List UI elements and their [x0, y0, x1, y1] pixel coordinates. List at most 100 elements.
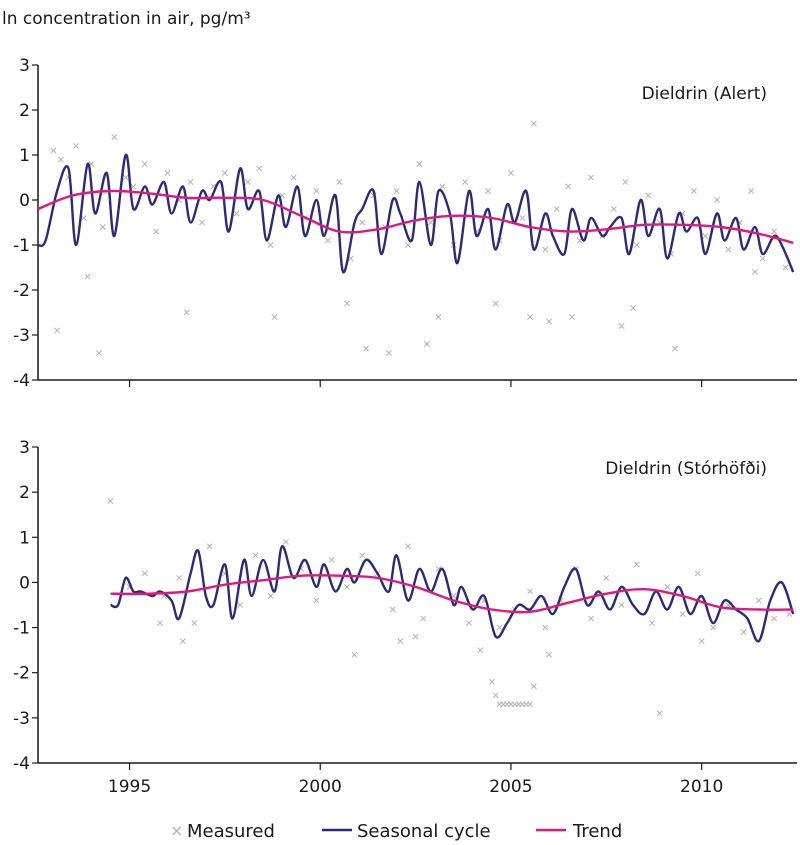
- measured-point-stroke: [130, 183, 137, 190]
- measured-point-stroke: [439, 183, 446, 190]
- measured-point-stroke: [363, 345, 369, 352]
- measured-point-stroke: [206, 543, 213, 550]
- measured-point: [492, 692, 499, 699]
- measured-point: [477, 647, 484, 654]
- x-axis-tick-labels: 1995 2000 2005 2010: [108, 777, 723, 797]
- measured-point: [256, 165, 263, 172]
- measured-point-stroke: [553, 206, 560, 212]
- measured-point: [694, 570, 701, 577]
- measured-point: [702, 233, 709, 239]
- measured-point: [603, 574, 610, 581]
- measured-point: [99, 224, 106, 230]
- measured-point-stroke: [210, 183, 217, 190]
- measured-point-stroke: [420, 615, 427, 622]
- measured-point-stroke: [267, 242, 274, 248]
- measured-point: [527, 314, 533, 320]
- y-tick-label: 1: [19, 528, 30, 548]
- measured-point: [267, 593, 274, 599]
- measured-point: [54, 327, 61, 334]
- measured-point: [416, 161, 423, 167]
- measured-point: [664, 583, 671, 590]
- measured-point-stroke: [99, 224, 106, 230]
- measured-point-stroke: [343, 300, 350, 307]
- measured-point-stroke: [633, 561, 640, 568]
- measured-point: [492, 300, 499, 307]
- measured-point-stroke: [588, 174, 594, 181]
- measured-point: [282, 538, 289, 545]
- measured-point-stroke: [54, 327, 61, 334]
- measured-point: [363, 345, 369, 352]
- panel-storhofdi: Dieldrin (Stórhöfði) 3 2 1 0 -1 -2 -3 -4: [13, 438, 797, 774]
- measured-point-stroke: [412, 633, 419, 640]
- measured-point-stroke: [435, 565, 442, 572]
- measured-point-stroke: [671, 345, 678, 352]
- measured-point: [405, 543, 411, 550]
- measured-point-stroke: [477, 647, 484, 654]
- measured-point-stroke: [141, 161, 148, 167]
- measured-point-stroke: [111, 134, 118, 140]
- measured-point-stroke: [588, 615, 594, 622]
- measured-point-stroke: [267, 593, 274, 599]
- measured-point: [530, 120, 537, 127]
- measured-point-stroke: [343, 583, 350, 590]
- measured-point-stroke: [527, 588, 533, 595]
- measured-point-stroke: [237, 602, 244, 608]
- panel-alert: Dieldrin (Alert) 3 2 1 0 -1 -2 -3 -4: [13, 56, 797, 391]
- measured-point-stroke: [771, 228, 778, 235]
- trend-line: [37, 189, 794, 244]
- measured-point: [405, 242, 411, 248]
- measured-point: [713, 197, 720, 203]
- measured-point-stroke: [271, 314, 278, 320]
- measured-point: [488, 678, 495, 685]
- measured-point: [782, 264, 789, 271]
- measured-point: [237, 602, 244, 608]
- measured-point-stroke: [786, 611, 793, 617]
- measured-point-stroke: [565, 183, 572, 190]
- measured-point-stroke: [221, 170, 228, 176]
- measured-point: [187, 179, 194, 185]
- measured-point-stroke: [725, 246, 732, 253]
- measured-point: [565, 183, 572, 190]
- measured-point-stroke: [313, 188, 320, 194]
- measured-point-stroke: [610, 206, 617, 212]
- measured-point-stroke: [630, 305, 636, 311]
- measured-point: [530, 683, 537, 690]
- measured-point: [427, 219, 434, 226]
- measured-point: [759, 255, 766, 262]
- measured-point: [80, 215, 87, 221]
- measured-point: [176, 574, 183, 581]
- measured-point: [271, 314, 278, 320]
- measured-point-stroke: [702, 233, 709, 239]
- legend-trend-label: Trend: [572, 821, 622, 842]
- measured-point-stroke: [252, 552, 259, 559]
- measured-point: [313, 597, 320, 604]
- measured-point-stroke: [107, 498, 114, 505]
- y-tick-label: 0: [19, 573, 30, 593]
- measured-point-stroke: [530, 683, 537, 690]
- measured-point: [412, 633, 419, 640]
- measured-point-stroke: [645, 192, 652, 199]
- measured-point: [771, 228, 778, 235]
- measured-point-stroke: [530, 120, 537, 127]
- measured-point: [755, 597, 762, 604]
- measured-point-stroke: [569, 314, 575, 320]
- y-tick-label: -4: [13, 371, 30, 391]
- measured-point: [343, 300, 350, 307]
- legend: × Measured Seasonal cycle Trend: [170, 821, 622, 842]
- measured-point-stroke: [755, 597, 762, 604]
- x-tick-label: 2005: [489, 777, 532, 797]
- measured-point-stroke: [176, 574, 183, 581]
- measured-point: [588, 174, 594, 181]
- measured-point-stroke: [698, 638, 705, 645]
- measured-point-stroke: [164, 170, 171, 176]
- y-tick-label: -1: [13, 236, 30, 256]
- axes-alert: 3 2 1 0 -1 -2 -3 -4: [13, 56, 797, 391]
- measured-point: [191, 620, 198, 627]
- measured-point: [328, 556, 335, 563]
- measured-point-stroke: [313, 597, 320, 604]
- measured-point: [233, 210, 240, 217]
- measured-points-alert: [50, 120, 789, 356]
- measured-point: [633, 561, 640, 568]
- measured-point-stroke: [359, 219, 366, 226]
